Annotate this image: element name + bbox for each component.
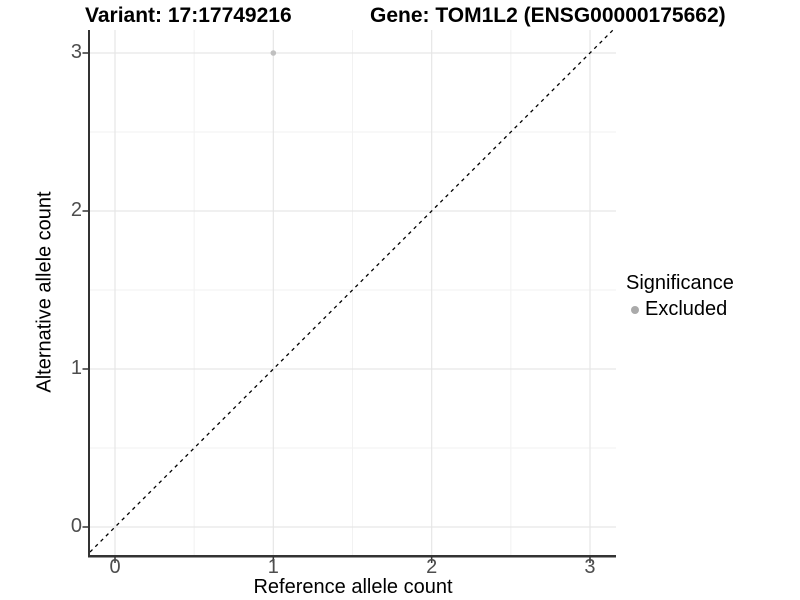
- x-tick-label-0: 0: [109, 556, 121, 578]
- y-tick-label-3: 3: [70, 41, 82, 63]
- legend: Significance Excluded: [626, 272, 734, 321]
- y-tick-label-1: 1: [70, 357, 82, 379]
- legend-key-dot-icon: [631, 305, 639, 314]
- data-point: [270, 50, 277, 56]
- x-tick-label-1: 1: [267, 556, 279, 578]
- x-axis-title: Reference allele count: [253, 576, 453, 598]
- legend-item-label: Excluded: [645, 298, 728, 320]
- gene-title: Gene: TOM1L2 (ENSG00000175662): [370, 4, 726, 27]
- identity-line: [89, 29, 614, 553]
- x-tick-label-2: 2: [426, 556, 438, 578]
- x-tick-label-3: 3: [584, 556, 596, 578]
- y-tick-label-0: 0: [70, 515, 82, 537]
- legend-title: Significance: [626, 272, 734, 294]
- legend-item-excluded: Excluded: [631, 298, 734, 321]
- y-axis-line: [88, 30, 90, 558]
- y-tick-label-2: 2: [70, 199, 82, 221]
- x-axis-line: [88, 555, 616, 558]
- variant-title: Variant: 17:17749216: [85, 4, 292, 27]
